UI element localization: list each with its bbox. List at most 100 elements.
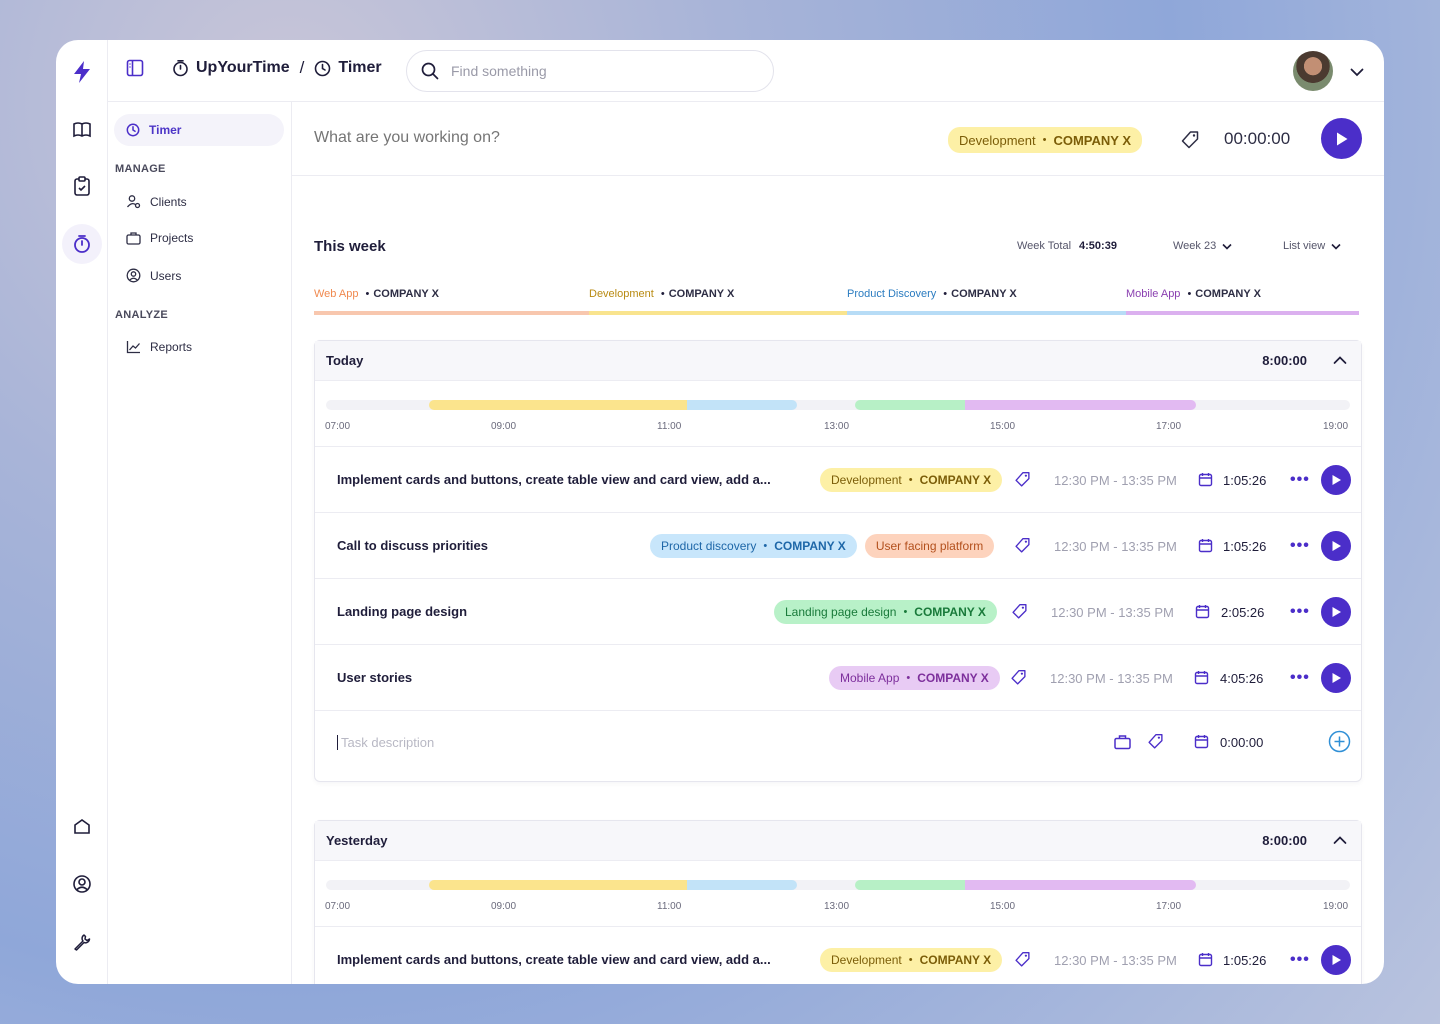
breadcrumb-app[interactable]: UpYourTime bbox=[172, 59, 290, 77]
search-bar[interactable] bbox=[406, 50, 774, 92]
home-icon[interactable] bbox=[62, 806, 102, 846]
avatar[interactable] bbox=[1293, 51, 1333, 91]
sidebar-item-label: Clients bbox=[150, 194, 187, 209]
tag-icon[interactable] bbox=[1014, 471, 1031, 488]
calendar-icon[interactable] bbox=[1198, 538, 1213, 553]
tag-icon[interactable] bbox=[1147, 733, 1164, 750]
entry-time-range[interactable]: 12:30 PM - 13:35 PM bbox=[1054, 539, 1177, 554]
more-options-icon[interactable]: ••• bbox=[1290, 603, 1310, 620]
project-pill[interactable]: Mobile App • COMPANY X bbox=[829, 666, 1000, 690]
task-input[interactable] bbox=[314, 129, 714, 147]
timeline-track bbox=[326, 400, 1350, 410]
entry-time-range[interactable]: 12:30 PM - 13:35 PM bbox=[1051, 605, 1174, 620]
search-input[interactable] bbox=[451, 63, 731, 79]
calendar-icon[interactable] bbox=[1194, 734, 1209, 749]
day-header[interactable]: Today 8:00:00 bbox=[315, 341, 1361, 381]
project-legend: Web App • COMPANY X Development • COMPANY X … bbox=[314, 288, 1360, 318]
resume-entry-button[interactable] bbox=[1321, 465, 1351, 495]
sidebar-item-timer[interactable]: Timer bbox=[114, 114, 284, 146]
time-entry-row[interactable]: User stories Mobile App • COMPANY X 12:30 … bbox=[315, 645, 1361, 711]
project-pill[interactable]: User facing platform bbox=[864, 534, 995, 558]
week-selector-label: Week 23 bbox=[1173, 240, 1217, 252]
pill-company: COMPANY X bbox=[917, 671, 989, 685]
project-pill[interactable]: Development • COMPANY X bbox=[820, 948, 1003, 972]
clipboard-icon[interactable] bbox=[62, 166, 102, 206]
legend-item: Product Discovery • COMPANY X bbox=[847, 288, 1017, 300]
calendar-icon[interactable] bbox=[1198, 952, 1213, 967]
pill-project: Mobile App bbox=[840, 671, 900, 685]
breadcrumb-page[interactable]: Timer bbox=[314, 59, 382, 77]
play-icon bbox=[1336, 132, 1347, 145]
timeline-tick: 11:00 bbox=[657, 901, 682, 912]
entry-time-range[interactable]: 12:30 PM - 13:35 PM bbox=[1054, 953, 1177, 968]
resume-entry-button[interactable] bbox=[1321, 597, 1351, 627]
resume-entry-button[interactable] bbox=[1321, 531, 1351, 561]
time-entry-row[interactable]: Call to discuss priorities Product disco… bbox=[315, 513, 1361, 579]
week-selector[interactable]: Week 23 bbox=[1173, 240, 1232, 252]
sidebar-item-projects[interactable]: Projects bbox=[126, 231, 193, 245]
more-options-icon[interactable]: ••• bbox=[1290, 669, 1310, 686]
entry-task[interactable]: Implement cards and buttons, create tabl… bbox=[337, 472, 771, 487]
legend-project: Product Discovery bbox=[847, 288, 937, 300]
legend-item: Mobile App • COMPANY X bbox=[1126, 288, 1261, 300]
wrench-icon[interactable] bbox=[62, 922, 102, 962]
breadcrumb: UpYourTime / Timer bbox=[126, 58, 382, 78]
time-entry-row[interactable]: Implement cards and buttons, create tabl… bbox=[315, 447, 1361, 513]
sidebar-item-users[interactable]: Users bbox=[126, 268, 181, 283]
entry-tags: Product discovery • COMPANY X User facing … bbox=[650, 534, 995, 558]
entry-task[interactable]: Call to discuss priorities bbox=[337, 538, 488, 553]
timer-display: 00:00:00 bbox=[1224, 129, 1291, 148]
week-total-value: 4:50:39 bbox=[1079, 240, 1117, 252]
project-pill[interactable]: Development • COMPANY X bbox=[820, 468, 1003, 492]
legend-project: Mobile App bbox=[1126, 288, 1181, 300]
timeline-tick: 07:00 bbox=[325, 901, 351, 912]
tag-icon[interactable] bbox=[1011, 603, 1028, 620]
more-options-icon[interactable]: ••• bbox=[1290, 537, 1310, 554]
entry-task[interactable]: User stories bbox=[337, 670, 413, 685]
clock-icon bbox=[315, 60, 331, 76]
entry-task[interactable]: Implement cards and buttons, create tabl… bbox=[337, 952, 771, 967]
week-total-label: Week Total bbox=[1017, 240, 1072, 252]
pill-company: COMPANY X bbox=[774, 539, 846, 553]
legend-company: COMPANY X bbox=[1195, 288, 1261, 300]
chevron-up-icon[interactable] bbox=[1333, 833, 1347, 847]
calendar-icon[interactable] bbox=[1194, 670, 1209, 685]
calendar-icon[interactable] bbox=[1195, 604, 1210, 619]
sidebar-toggle-icon[interactable] bbox=[126, 59, 144, 77]
tag-icon[interactable] bbox=[1180, 130, 1200, 155]
entry-time-range[interactable]: 12:30 PM - 13:35 PM bbox=[1054, 473, 1177, 488]
sidebar-item-reports[interactable]: Reports bbox=[126, 340, 192, 354]
more-options-icon[interactable]: ••• bbox=[1290, 951, 1310, 968]
add-entry-icon[interactable] bbox=[1328, 730, 1351, 753]
tag-icon[interactable] bbox=[1010, 669, 1027, 686]
project-pill[interactable]: Product discovery • COMPANY X bbox=[650, 534, 857, 558]
day-header[interactable]: Yesterday 8:00:00 bbox=[315, 821, 1361, 861]
start-timer-button[interactable] bbox=[1321, 118, 1362, 159]
sidebar-item-clients[interactable]: Clients bbox=[126, 194, 187, 209]
more-options-icon[interactable]: ••• bbox=[1290, 471, 1310, 488]
chevron-down-icon bbox=[1331, 243, 1341, 250]
project-pill[interactable]: Landing page design • COMPANY X bbox=[774, 600, 997, 624]
tag-icon[interactable] bbox=[1014, 951, 1031, 968]
entry-tags: Landing page design • COMPANY X bbox=[774, 600, 997, 624]
chevron-down-icon[interactable] bbox=[1350, 64, 1364, 82]
view-selector-label: List view bbox=[1283, 240, 1326, 252]
account-icon[interactable] bbox=[62, 864, 102, 904]
entry-task[interactable]: Landing page design bbox=[337, 604, 468, 619]
sidebar-item-label: Users bbox=[150, 268, 182, 283]
timer-nav-icon[interactable] bbox=[62, 224, 102, 264]
time-entry-row[interactable]: Implement cards and buttons, create tabl… bbox=[315, 927, 1361, 984]
task-description-input[interactable] bbox=[337, 735, 737, 750]
resume-entry-button[interactable] bbox=[1321, 945, 1351, 975]
calendar-icon[interactable] bbox=[1198, 472, 1213, 487]
entry-time-range[interactable]: 12:30 PM - 13:35 PM bbox=[1050, 671, 1173, 686]
book-icon[interactable] bbox=[62, 110, 102, 150]
view-selector[interactable]: List view bbox=[1283, 240, 1341, 252]
briefcase-icon[interactable] bbox=[1114, 734, 1131, 750]
chevron-up-icon[interactable] bbox=[1333, 353, 1347, 367]
project-pill[interactable]: Development • COMPANY X bbox=[948, 127, 1142, 153]
resume-entry-button[interactable] bbox=[1321, 663, 1351, 693]
time-entry-row[interactable]: Landing page design Landing page design •… bbox=[315, 579, 1361, 645]
tag-icon[interactable] bbox=[1014, 537, 1031, 554]
lightning-logo-icon[interactable] bbox=[62, 52, 102, 92]
